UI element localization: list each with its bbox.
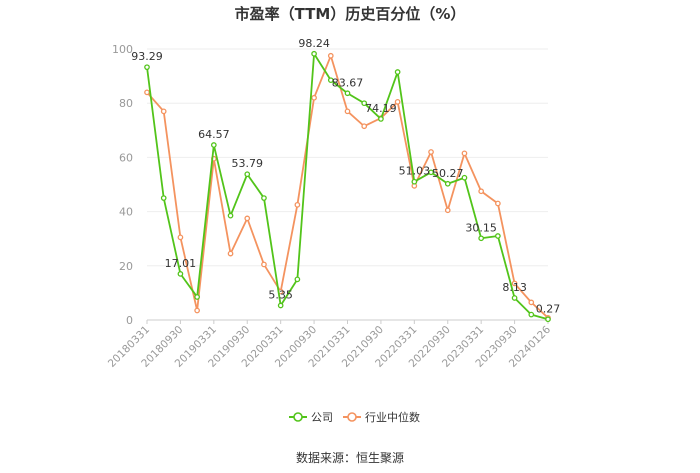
chart-title: 市盈率（TTM）历史百分位（%） <box>235 5 466 23</box>
y-tick-label: 60 <box>119 151 133 164</box>
series-point-行业中位数 <box>311 94 317 101</box>
series-point-公司 <box>428 169 434 176</box>
series-point-公司 <box>244 171 251 178</box>
series-point-行业中位数 <box>194 307 200 314</box>
series-point-公司 <box>461 174 468 181</box>
legend-marker <box>347 412 357 422</box>
series-point-行业中位数 <box>394 98 401 105</box>
series-point-公司 <box>261 195 267 201</box>
y-axis: 0 20 40 60 80 100 <box>112 43 133 327</box>
series-point-行业中位数 <box>160 108 167 115</box>
series-point-公司 <box>227 212 234 219</box>
source-note: 数据来源：恒生聚源 <box>296 450 404 465</box>
series-point-公司 <box>378 116 384 122</box>
data-label: 50.27 <box>432 167 464 180</box>
data-label: 17.01 <box>165 257 197 270</box>
series-layer <box>144 50 551 323</box>
data-label: 93.29 <box>131 50 163 63</box>
y-tick-label: 100 <box>112 43 133 56</box>
series-point-公司 <box>144 64 150 71</box>
series-point-行业中位数 <box>244 215 251 222</box>
series-point-行业中位数 <box>428 149 434 155</box>
data-label: 83.67 <box>332 76 364 89</box>
series-point-行业中位数 <box>495 200 501 207</box>
series-point-行业中位数 <box>327 52 334 59</box>
data-label: 74.19 <box>365 102 397 115</box>
series-point-行业中位数 <box>528 299 535 306</box>
series-point-行业中位数 <box>444 207 451 214</box>
series-point-行业中位数 <box>344 108 351 115</box>
series-point-行业中位数 <box>227 250 234 257</box>
y-tick-label: 20 <box>119 260 133 273</box>
series-point-行业中位数 <box>461 150 468 157</box>
series-point-公司 <box>194 294 200 300</box>
data-label: 51.03 <box>399 165 431 178</box>
series-point-公司 <box>311 50 317 57</box>
legend-marker <box>293 412 303 422</box>
data-label: 8.13 <box>502 281 527 294</box>
series-point-公司 <box>528 311 535 318</box>
series-point-公司 <box>294 276 301 283</box>
series-point-公司 <box>160 195 167 201</box>
legend-label: 公司 <box>311 411 333 424</box>
y-tick-label: 80 <box>119 97 133 110</box>
legend[interactable]: 公司 行业中位数 <box>289 410 420 424</box>
series-point-行业中位数 <box>144 89 150 96</box>
data-label: 53.79 <box>232 157 264 170</box>
series-point-公司 <box>495 233 501 239</box>
data-label: 30.15 <box>465 221 497 234</box>
legend-label: 行业中位数 <box>365 410 420 424</box>
series-point-行业中位数 <box>478 188 485 195</box>
data-label: 64.57 <box>198 128 230 141</box>
series-point-公司 <box>361 100 368 107</box>
x-axis: 2018033120180930201903312019093020200331… <box>106 320 553 370</box>
y-tick-label: 0 <box>126 314 133 327</box>
series-point-公司 <box>545 316 551 323</box>
series-point-公司 <box>394 69 401 75</box>
series-point-公司 <box>478 235 485 242</box>
series-point-公司 <box>444 180 451 187</box>
data-label: 0.27 <box>536 302 561 315</box>
series-point-行业中位数 <box>294 201 301 208</box>
series-point-公司 <box>344 90 351 97</box>
series-point-行业中位数 <box>177 234 184 241</box>
series-point-公司 <box>177 271 184 277</box>
series-point-行业中位数 <box>261 261 267 268</box>
series-point-公司 <box>511 295 518 301</box>
y-tick-label: 40 <box>119 206 133 219</box>
series-point-公司 <box>411 178 418 185</box>
series-point-公司 <box>277 302 284 309</box>
series-point-行业中位数 <box>511 280 518 287</box>
series-point-公司 <box>327 77 334 84</box>
grid <box>147 48 548 321</box>
series-point-公司 <box>210 142 217 148</box>
data-label: 5.35 <box>268 289 293 302</box>
series-point-行业中位数 <box>361 123 368 130</box>
data-label: 98.24 <box>298 37 330 50</box>
